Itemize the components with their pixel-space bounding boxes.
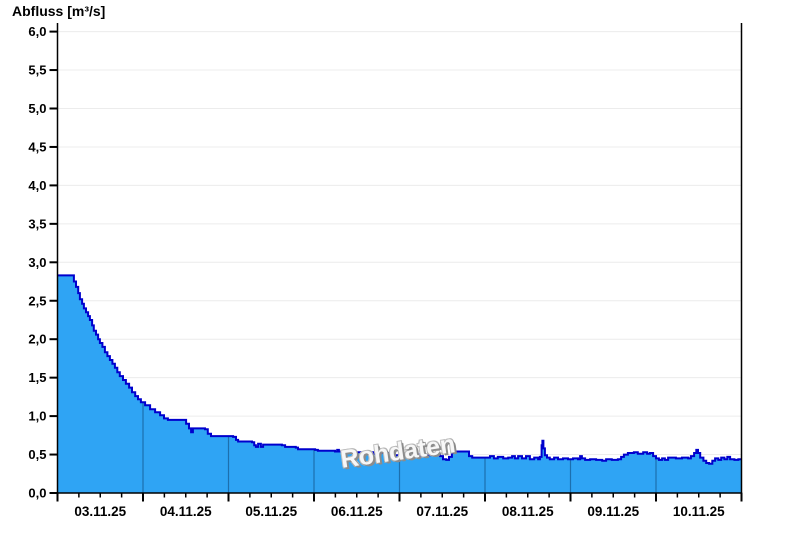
y-tick-label: 2,0: [28, 332, 46, 347]
y-tick-label: 4,0: [28, 178, 46, 193]
y-tick-label: 1,5: [28, 370, 46, 385]
y-tick-label: 1,0: [28, 409, 46, 424]
y-tick-label: 0,0: [28, 486, 46, 501]
y-tick-label: 2,5: [28, 293, 46, 308]
y-tick-label: 6,0: [28, 24, 46, 39]
y-tick-label: 5,0: [28, 101, 46, 116]
y-tick-label: 3,0: [28, 255, 46, 270]
x-day-label: 03.11.25: [74, 504, 126, 519]
x-day-label: 06.11.25: [331, 504, 383, 519]
x-day-label: 10.11.25: [673, 504, 725, 519]
x-day-label: 07.11.25: [416, 504, 468, 519]
y-tick-label: 3,5: [28, 216, 46, 231]
x-day-label: 05.11.25: [245, 504, 297, 519]
y-tick-label: 4,5: [28, 139, 46, 154]
x-day-label: 08.11.25: [502, 504, 554, 519]
chart-title: Abfluss [m³/s]: [12, 3, 106, 19]
discharge-line: [57, 274, 742, 465]
y-tick-label: 0,5: [28, 447, 46, 462]
x-day-label: 09.11.25: [587, 504, 639, 519]
y-tick-label: 5,5: [28, 63, 46, 78]
x-day-label: 04.11.25: [160, 504, 212, 519]
